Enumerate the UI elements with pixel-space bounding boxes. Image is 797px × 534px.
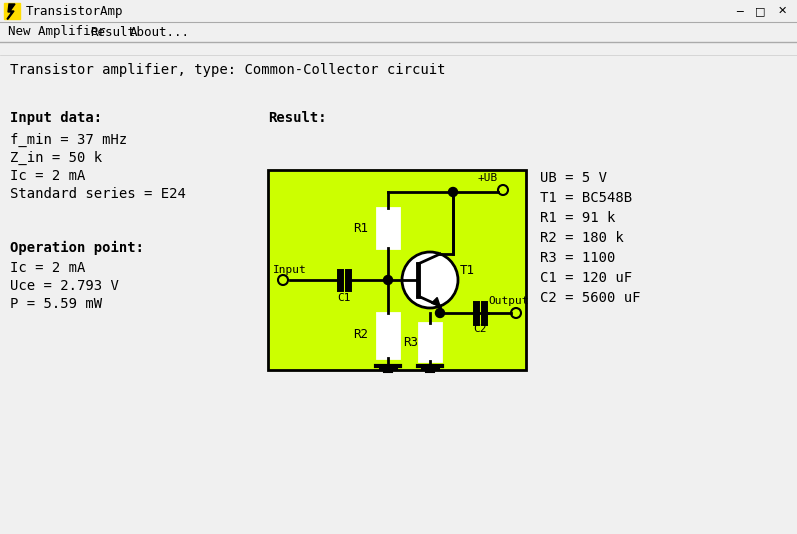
Text: About...: About... bbox=[130, 26, 190, 38]
Text: Operation point:: Operation point: bbox=[10, 241, 144, 255]
Bar bbox=[268, 170, 526, 370]
Text: P = 5.59 mW: P = 5.59 mW bbox=[10, 297, 102, 311]
Circle shape bbox=[435, 309, 445, 318]
Text: TransistorAmp: TransistorAmp bbox=[26, 5, 124, 19]
Text: Standard series = E24: Standard series = E24 bbox=[10, 187, 186, 201]
Text: R3 = 1100: R3 = 1100 bbox=[540, 251, 615, 265]
Text: □: □ bbox=[755, 6, 765, 16]
Circle shape bbox=[402, 252, 458, 308]
Bar bbox=[4, 3, 20, 19]
Text: C1: C1 bbox=[337, 293, 351, 303]
Text: ✕: ✕ bbox=[777, 6, 787, 16]
Text: Result:: Result: bbox=[268, 111, 327, 125]
Text: C2: C2 bbox=[473, 324, 487, 334]
Text: Input data:: Input data: bbox=[10, 111, 102, 125]
Bar bbox=[419, 323, 441, 361]
Text: C2 = 5600 uF: C2 = 5600 uF bbox=[540, 291, 641, 305]
Text: f_min = 37 mHz: f_min = 37 mHz bbox=[10, 133, 128, 147]
Polygon shape bbox=[431, 297, 440, 306]
Text: Output: Output bbox=[488, 296, 528, 306]
Circle shape bbox=[383, 276, 392, 285]
Text: Ic = 2 mA: Ic = 2 mA bbox=[10, 169, 85, 183]
Text: Z_in = 50 k: Z_in = 50 k bbox=[10, 151, 102, 165]
Text: Uce = 2.793 V: Uce = 2.793 V bbox=[10, 279, 119, 293]
Circle shape bbox=[449, 187, 457, 197]
Bar bbox=[0, 0, 797, 22]
Polygon shape bbox=[7, 4, 15, 19]
Text: R3: R3 bbox=[403, 335, 418, 349]
Text: R1 = 91 k: R1 = 91 k bbox=[540, 211, 615, 225]
Text: Ic = 2 mA: Ic = 2 mA bbox=[10, 261, 85, 275]
Text: T1 = BC548B: T1 = BC548B bbox=[540, 191, 632, 205]
Text: Result: Result bbox=[90, 26, 135, 38]
Text: New Amplifier: New Amplifier bbox=[8, 26, 105, 38]
Text: Input: Input bbox=[273, 265, 307, 275]
Text: +UB: +UB bbox=[478, 173, 498, 183]
Text: C1 = 120 uF: C1 = 120 uF bbox=[540, 271, 632, 285]
Bar bbox=[0, 22, 797, 42]
Bar bbox=[377, 208, 399, 248]
Text: UB = 5 V: UB = 5 V bbox=[540, 171, 607, 185]
Bar bbox=[268, 170, 526, 370]
Bar bbox=[377, 313, 399, 358]
Text: Transistor amplifier, type: Common-Collector circuit: Transistor amplifier, type: Common-Colle… bbox=[10, 63, 446, 77]
Text: T1: T1 bbox=[460, 263, 475, 277]
Text: ─: ─ bbox=[736, 6, 744, 16]
Text: R1: R1 bbox=[353, 222, 368, 234]
Text: R2: R2 bbox=[353, 328, 368, 342]
Text: R2 = 180 k: R2 = 180 k bbox=[540, 231, 624, 245]
